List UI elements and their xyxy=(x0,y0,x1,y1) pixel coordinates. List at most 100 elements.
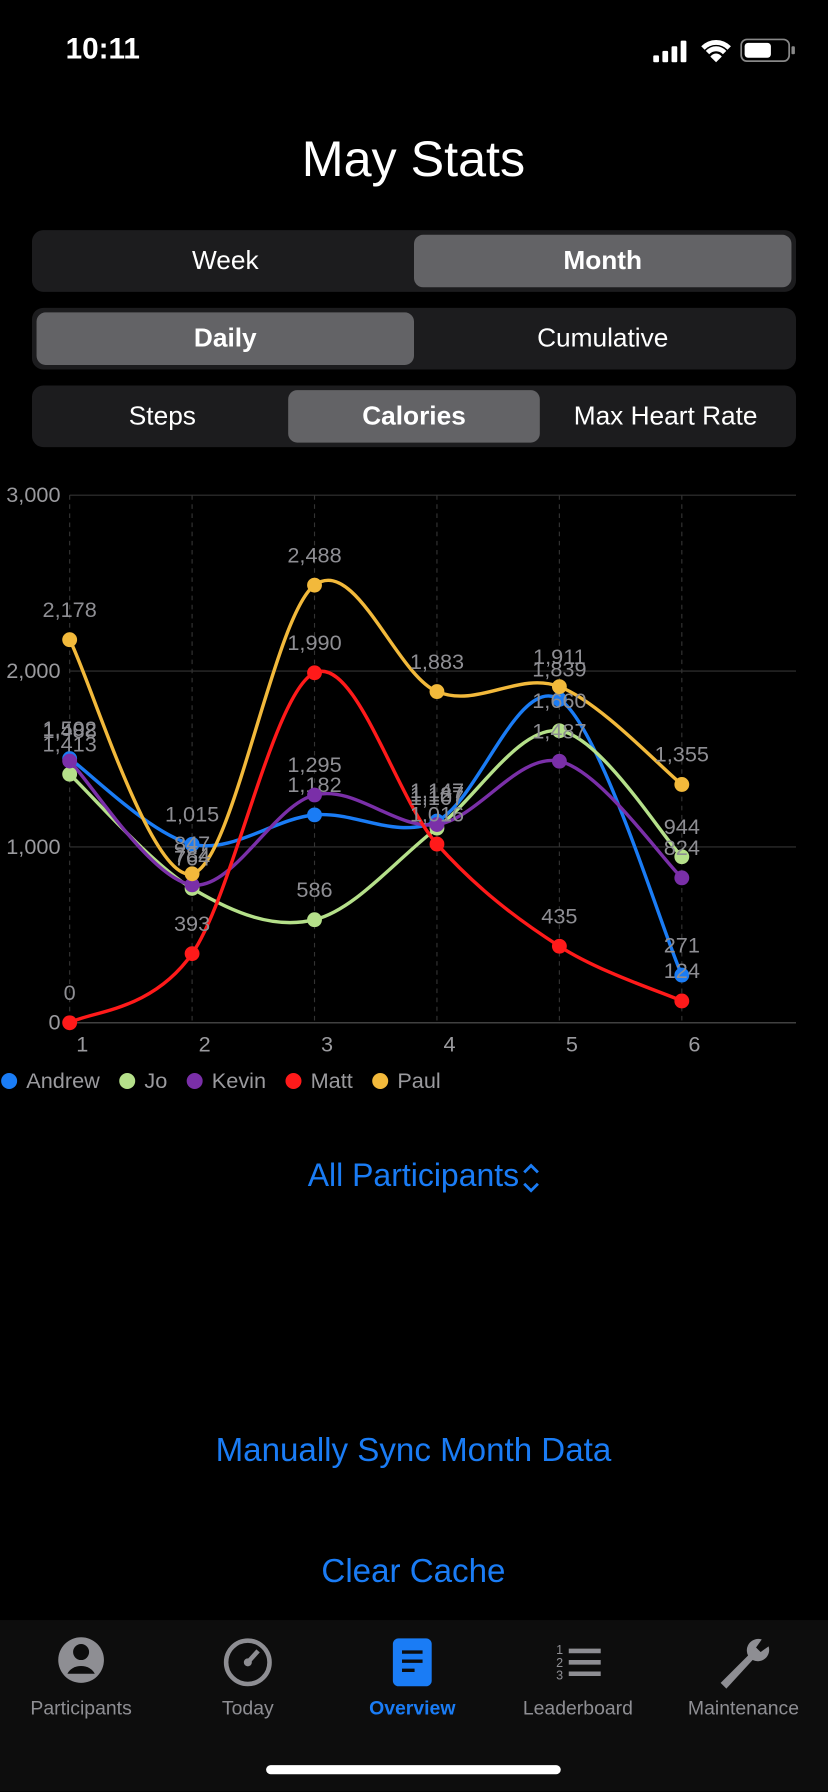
segment-label[interactable]: Cumulative xyxy=(537,323,668,353)
series-line xyxy=(68,729,684,925)
data-label: 586 xyxy=(296,877,332,902)
segment-label[interactable]: Max Heart Rate xyxy=(574,400,758,430)
action-button[interactable]: Clear Cache xyxy=(321,1553,505,1590)
data-point xyxy=(307,912,322,928)
tab-label[interactable]: Overview xyxy=(369,1697,456,1719)
tab-icon-part xyxy=(568,1648,601,1677)
status-time: 10:11 xyxy=(66,33,140,66)
data-label: 1,883 xyxy=(410,649,464,674)
y-tick-label: 0 xyxy=(48,1010,60,1035)
series-line xyxy=(68,758,683,887)
tab-icon-part xyxy=(720,1638,770,1689)
data-point xyxy=(551,679,567,695)
data-point xyxy=(62,632,78,648)
legend-label: Kevin xyxy=(212,1068,266,1093)
data-label: 944 xyxy=(664,814,700,839)
legend-label: Andrew xyxy=(26,1068,100,1093)
x-tick-label: 5 xyxy=(566,1031,578,1056)
home-indicator xyxy=(266,1765,561,1775)
tab-icon[interactable] xyxy=(223,1638,272,1687)
tab-icon[interactable] xyxy=(392,1638,432,1687)
data-point xyxy=(674,993,690,1009)
legend-swatch xyxy=(119,1073,136,1090)
segment-selected[interactable] xyxy=(288,390,540,443)
data-label: 435 xyxy=(541,903,577,928)
data-point xyxy=(62,753,78,769)
segment-label[interactable]: Week xyxy=(192,245,259,275)
data-label: 1,413 xyxy=(43,731,97,756)
picker-chevron[interactable] xyxy=(523,1163,539,1193)
segment-selected[interactable] xyxy=(36,312,415,365)
y-tick-label: 2,000 xyxy=(6,658,60,683)
data-point xyxy=(429,684,445,700)
legend-label: Paul xyxy=(397,1068,440,1093)
data-label: 0 xyxy=(64,980,76,1005)
data-point xyxy=(62,1015,78,1031)
data-point xyxy=(429,836,445,852)
data-point xyxy=(551,723,567,739)
data-point xyxy=(429,817,445,832)
data-label: 1,488 xyxy=(43,718,97,743)
data-point xyxy=(674,849,690,865)
tab-icon-part: 2 xyxy=(556,1656,563,1670)
data-label: 124 xyxy=(664,958,700,983)
x-tick-label: 4 xyxy=(443,1031,455,1056)
status-icons xyxy=(653,38,795,63)
tab-icon-part xyxy=(243,1658,252,1667)
tab-label[interactable]: Maintenance xyxy=(688,1697,799,1719)
legend-swatch xyxy=(285,1073,302,1090)
data-label: 1,015 xyxy=(165,801,219,826)
tab-icon-part xyxy=(402,1650,423,1673)
data-label: 1,502 xyxy=(43,716,97,741)
tab-icon-part xyxy=(67,1666,95,1674)
segment-label[interactable]: Month xyxy=(563,245,642,275)
data-point xyxy=(184,836,200,852)
segment-label[interactable]: Calories xyxy=(362,400,466,430)
tab-icon[interactable] xyxy=(720,1638,770,1689)
legend-swatch xyxy=(186,1073,203,1090)
data-label: 1,147 xyxy=(410,778,464,803)
tab-items: Participants Today Overview 123 Leaderboard M… xyxy=(30,1637,799,1719)
data-label: 271 xyxy=(664,932,700,957)
data-label: 1,016 xyxy=(410,801,464,826)
data-label: 1,355 xyxy=(655,742,709,767)
participant-picker[interactable]: All Participants xyxy=(308,1158,519,1194)
tab-label[interactable]: Today xyxy=(222,1697,274,1719)
data-label: 1,295 xyxy=(287,752,341,777)
data-point xyxy=(551,753,567,769)
tab-icon[interactable]: 123 xyxy=(556,1643,601,1682)
legend-label: Jo xyxy=(144,1068,167,1093)
x-tick-label: 1 xyxy=(76,1031,88,1056)
data-label: 1,839 xyxy=(532,657,586,682)
data-label: 2,178 xyxy=(43,597,97,622)
segment-label[interactable]: Steps xyxy=(129,400,196,430)
legend-swatch xyxy=(372,1073,389,1090)
segment-selected[interactable] xyxy=(414,234,792,288)
tab-icon-part: 3 xyxy=(556,1668,563,1682)
data-label: 847 xyxy=(174,831,210,856)
tab-icon[interactable] xyxy=(58,1637,104,1683)
data-point xyxy=(62,766,78,782)
segment-label[interactable]: Daily xyxy=(194,323,257,353)
data-label: 784 xyxy=(174,842,210,867)
tab-label[interactable]: Leaderboard xyxy=(523,1697,633,1719)
data-point xyxy=(551,938,567,954)
data-point xyxy=(184,866,200,882)
y-tick-label: 1,000 xyxy=(6,834,60,859)
tab-icon-part: 1 xyxy=(556,1643,563,1657)
data-point xyxy=(674,967,690,983)
legend-label: Matt xyxy=(311,1068,353,1093)
data-point xyxy=(307,577,322,593)
action-button[interactable]: Manually Sync Month Data xyxy=(216,1432,612,1469)
data-label: 1,487 xyxy=(532,718,586,743)
tab-icon-part xyxy=(73,1644,90,1661)
y-tick-label: 3,000 xyxy=(6,482,60,507)
x-tick-label: 2 xyxy=(199,1031,211,1056)
data-label: 1,990 xyxy=(287,630,341,655)
data-point xyxy=(551,691,567,707)
data-label: 2,488 xyxy=(287,542,341,567)
tab-label[interactable]: Participants xyxy=(30,1697,131,1719)
